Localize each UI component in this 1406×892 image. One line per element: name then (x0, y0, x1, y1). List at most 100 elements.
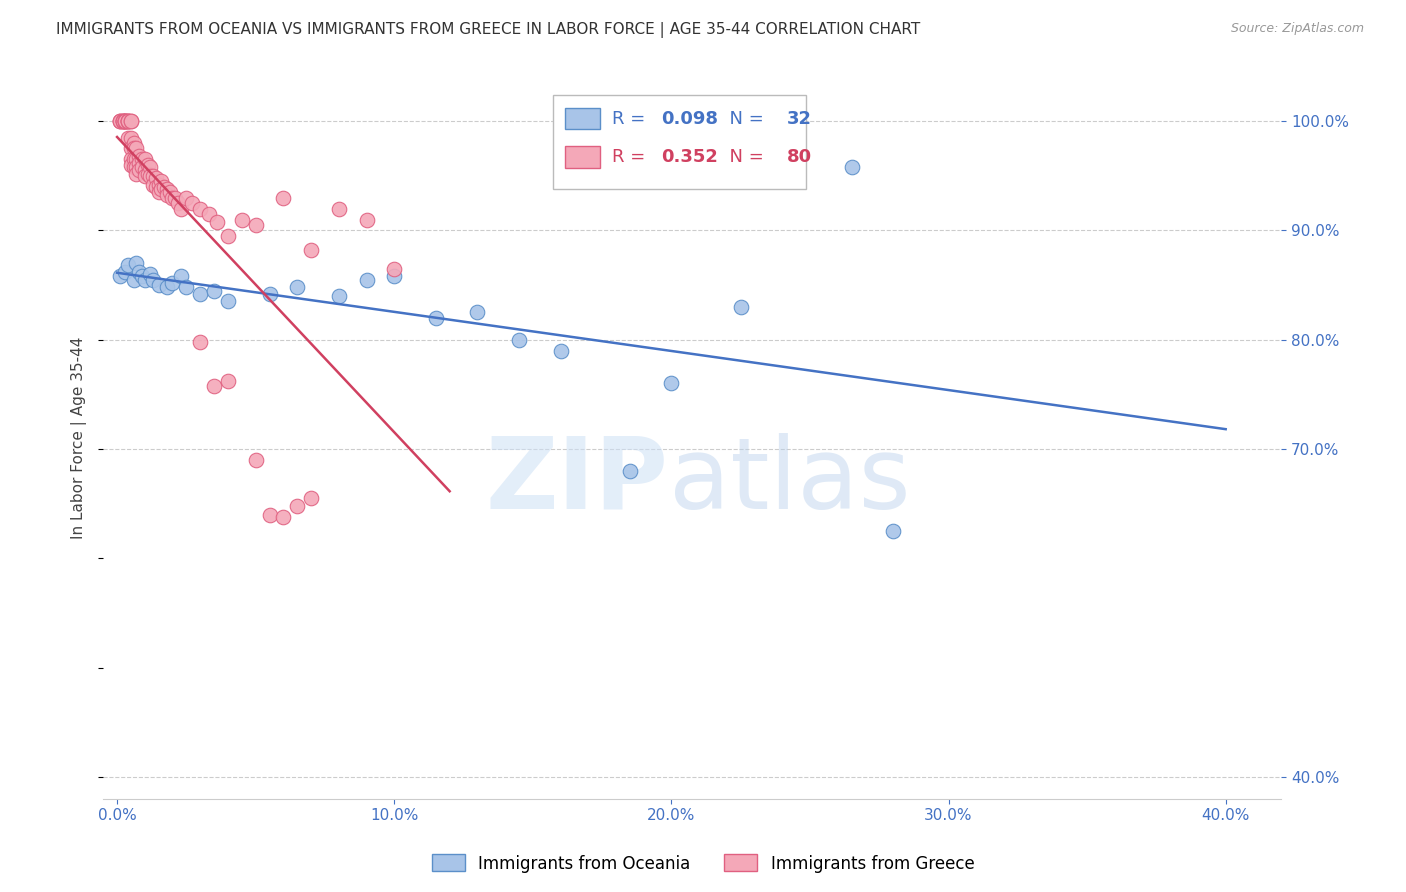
Point (619, 464, 641, 478)
Point (128, 155, 150, 169)
FancyBboxPatch shape (553, 95, 807, 189)
Point (117, 114, 139, 128)
Point (122, 141, 145, 155)
Point (176, 191, 198, 205)
Text: ZIP: ZIP (485, 433, 669, 530)
Point (188, 286, 211, 301)
Text: N =: N = (718, 148, 769, 166)
Point (202, 378, 225, 392)
Point (111, 114, 134, 128)
Point (156, 188, 179, 202)
Point (148, 278, 170, 293)
Point (142, 178, 165, 192)
FancyBboxPatch shape (565, 146, 600, 168)
Point (111, 114, 134, 128)
Point (467, 305, 489, 319)
Point (382, 269, 405, 284)
Point (508, 333, 530, 347)
Point (425, 310, 447, 325)
Text: IMMIGRANTS FROM OCEANIA VS IMMIGRANTS FROM GREECE IN LABOR FORCE | AGE 35-44 COR: IMMIGRANTS FROM OCEANIA VS IMMIGRANTS FR… (56, 22, 921, 38)
Point (197, 207, 219, 221)
Point (117, 259, 139, 273)
Point (382, 261, 405, 276)
Point (131, 153, 153, 167)
Point (134, 153, 156, 167)
Text: R =: R = (612, 148, 651, 166)
Point (205, 215, 228, 229)
Point (114, 114, 136, 128)
Point (108, 114, 131, 128)
Point (114, 114, 136, 128)
Point (139, 267, 162, 281)
Point (117, 130, 139, 145)
Point (120, 114, 142, 128)
Point (122, 272, 145, 286)
Point (120, 153, 142, 167)
Point (128, 265, 150, 279)
Point (150, 174, 173, 188)
Point (285, 499, 308, 513)
Point (245, 453, 267, 467)
Point (139, 160, 162, 174)
Point (108, 114, 131, 128)
Text: Source: ZipAtlas.com: Source: ZipAtlas.com (1230, 22, 1364, 36)
Point (117, 114, 139, 128)
Point (131, 160, 153, 174)
Text: 80: 80 (786, 148, 811, 166)
Point (120, 130, 142, 145)
Point (356, 212, 378, 227)
Point (217, 228, 239, 243)
Point (299, 243, 322, 257)
Point (259, 508, 281, 522)
Point (217, 294, 239, 309)
Y-axis label: In Labor Force | Age 35-44: In Labor Force | Age 35-44 (72, 337, 87, 540)
Point (156, 182, 179, 196)
Point (145, 179, 167, 194)
Point (356, 272, 378, 286)
Point (122, 160, 145, 174)
Point (170, 202, 193, 216)
Point (128, 163, 150, 178)
Point (148, 178, 170, 192)
Point (114, 114, 136, 128)
Point (156, 280, 179, 294)
Point (139, 169, 162, 183)
FancyBboxPatch shape (565, 108, 600, 129)
Point (299, 491, 322, 506)
Point (730, 300, 752, 314)
Point (550, 343, 572, 358)
Point (231, 212, 253, 227)
Point (114, 114, 136, 128)
Point (136, 158, 159, 172)
Point (188, 202, 211, 216)
Point (273, 191, 295, 205)
Text: R =: R = (612, 110, 651, 128)
Point (108, 114, 131, 128)
Point (188, 334, 211, 349)
Point (117, 114, 139, 128)
Point (170, 269, 193, 284)
Text: 0.098: 0.098 (662, 110, 718, 128)
Point (114, 265, 136, 279)
Point (148, 185, 170, 199)
Point (117, 114, 139, 128)
Point (176, 280, 198, 294)
Legend: Immigrants from Oceania, Immigrants from Greece: Immigrants from Oceania, Immigrants from… (425, 847, 981, 880)
Point (108, 269, 131, 284)
Point (328, 202, 350, 216)
Point (162, 276, 184, 290)
Point (120, 114, 142, 128)
Point (145, 171, 167, 186)
Point (125, 141, 148, 155)
Point (217, 374, 239, 388)
Text: atlas: atlas (669, 433, 910, 530)
Point (273, 509, 295, 524)
Text: 32: 32 (786, 110, 811, 128)
Point (285, 280, 308, 294)
Point (125, 167, 148, 181)
Point (136, 167, 159, 181)
Text: 0.352: 0.352 (662, 148, 718, 166)
Point (841, 160, 863, 174)
Point (125, 153, 148, 167)
Point (328, 289, 350, 303)
